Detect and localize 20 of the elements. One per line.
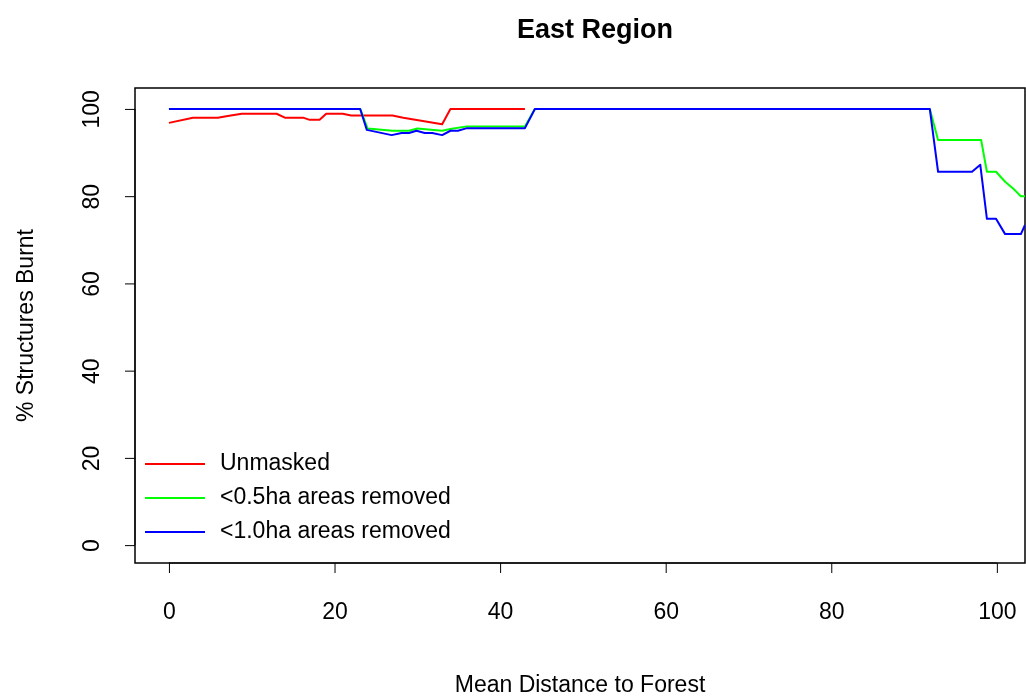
y-tick-label: 100 [78,90,105,129]
x-tick-label: 40 [487,598,514,625]
y-tick-label: 80 [78,183,105,210]
legend-label: <1.0ha areas removed [220,517,451,544]
y-tick-label: 60 [78,271,105,297]
legend-label: Unmasked [220,449,330,476]
chart-title: East Region [516,14,674,44]
y-tick-label: 0 [78,539,105,553]
y-tick-label: 20 [78,445,105,472]
x-tick-label: 100 [978,598,1017,625]
x-tick-label: 80 [818,598,845,625]
x-tick-label: 60 [653,598,679,625]
y-axis-title: % Structures Burnt [12,228,38,423]
x-axis-title: Mean Distance to Forest [454,671,706,697]
legend-label: <0.5ha areas removed [220,483,451,510]
line-series [167,107,526,126]
line-series [167,107,1025,236]
x-tick-label: 0 [163,598,176,625]
x-tick-label: 20 [322,598,348,625]
y-tick-label: 40 [78,358,105,384]
